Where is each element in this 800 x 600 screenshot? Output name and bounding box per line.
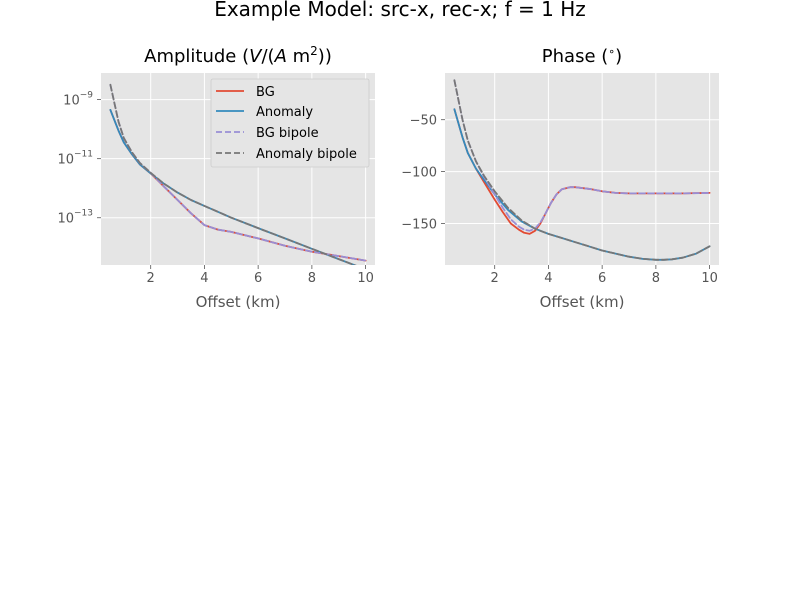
- x-tick-label: 10: [357, 271, 374, 286]
- y-tick-label: 10−13: [57, 209, 93, 227]
- y-tick-label: −50: [410, 114, 437, 129]
- amplitude-xlabel: Offset (km): [196, 293, 281, 311]
- phase-title: Phase (∘): [542, 45, 622, 67]
- amplitude-panel: Amplitude (V/(A m2)) 2 4 6 8 10 10−9 10−11 10−1…: [57, 44, 375, 311]
- y-tick-label: −100: [401, 166, 437, 181]
- x-tick-label: 8: [308, 271, 316, 286]
- y-tick-label: 10−11: [57, 150, 93, 168]
- series-line-bg-bipole: [453, 79, 711, 232]
- legend-label-bg: BG: [256, 85, 275, 100]
- phase-xlabel: Offset (km): [540, 293, 625, 311]
- legend-box: [210, 78, 370, 168]
- y-tick-label: 10−9: [63, 91, 93, 109]
- x-tick-label: 2: [491, 271, 499, 286]
- x-tick-label: 2: [147, 271, 155, 286]
- y-tick-label: −150: [401, 217, 437, 232]
- series-line-anomaly-bipole: [453, 79, 711, 261]
- x-tick-label: 4: [544, 271, 552, 286]
- series-group: [453, 79, 711, 261]
- amplitude-title: Amplitude (V/(A m2)): [144, 44, 332, 67]
- figure-suptitle: Example Model: src-x, rec-x; f = 1 Hz: [214, 0, 586, 21]
- x-tick-label: 10: [701, 271, 718, 286]
- legend-label-anomaly-bipole: Anomaly bipole: [256, 147, 357, 162]
- x-tick-label: 6: [254, 271, 262, 286]
- x-tick-label: 4: [200, 271, 208, 286]
- legend: BG Anomaly BG bipole Anomaly bipole: [210, 78, 370, 168]
- x-tick-label: 8: [652, 271, 660, 286]
- x-tick-label: 6: [598, 271, 606, 286]
- series-group: [109, 83, 367, 265]
- series-line-anomaly-bipole: [109, 83, 357, 265]
- axes-background: [445, 73, 719, 265]
- phase-plot-area: 2 4 6 8 10 −50 −100 −150: [401, 73, 719, 286]
- legend-label-bg-bipole: BG bipole: [256, 126, 319, 141]
- legend-label-anomaly: Anomaly: [256, 105, 313, 120]
- phase-panel: Phase (∘) 2 4 6 8 10 −50 −100 −150 Offset (km): [401, 45, 719, 311]
